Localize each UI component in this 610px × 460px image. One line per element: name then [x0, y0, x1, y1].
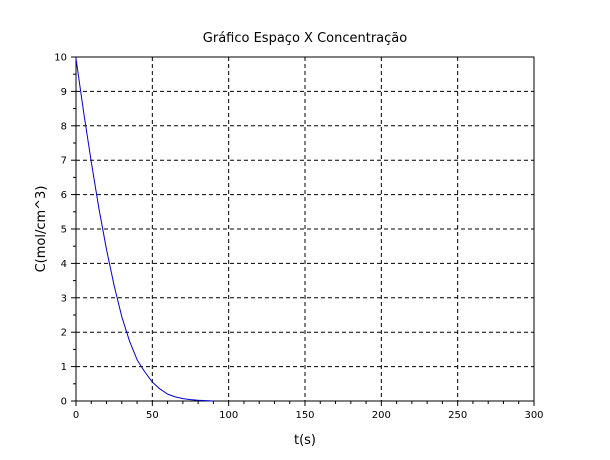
axis-ticks: 0 50 100 150 200 250 300 0 1 2 3 4 5 6 7 8 9 10	[54, 53, 543, 422]
y-tick-label: 9	[61, 87, 67, 98]
x-tick-label: 300	[524, 410, 543, 421]
y-tick-label: 3	[61, 293, 67, 304]
x-tick-label: 0	[73, 410, 79, 421]
y-axis-label: C(mol/cm^3)	[34, 186, 49, 273]
y-tick-label: 7	[61, 156, 67, 167]
y-tick-label: 2	[61, 328, 67, 339]
y-tick-label: 4	[61, 259, 67, 270]
chart-title: Gráfico Espaço X Concentração	[203, 31, 407, 46]
x-tick-label: 100	[219, 410, 238, 421]
y-tick-label: 5	[61, 225, 67, 236]
y-tick-label: 8	[61, 121, 67, 132]
y-tick-label: 10	[54, 53, 67, 64]
x-axis-label: t(s)	[294, 433, 316, 448]
x-tick-label: 200	[372, 410, 391, 421]
series-layer	[75, 58, 214, 402]
y-tick-label: 1	[61, 362, 67, 373]
x-tick-label: 150	[295, 410, 314, 421]
series-line	[75, 58, 214, 402]
y-tick-label: 6	[61, 190, 67, 201]
grid	[76, 57, 534, 401]
y-tick-label: 0	[61, 397, 67, 408]
x-tick-label: 250	[448, 410, 467, 421]
x-tick-label: 50	[146, 410, 159, 421]
